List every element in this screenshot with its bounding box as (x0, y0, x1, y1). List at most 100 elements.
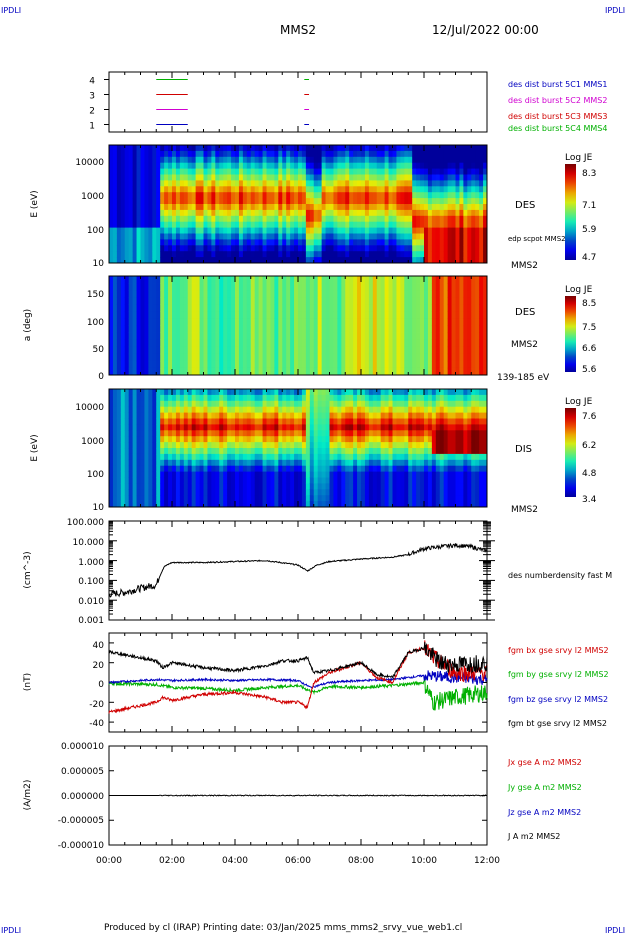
spectrogram-cell (112, 471, 118, 478)
spectrogram-cell (384, 150, 389, 158)
spectrogram-cell (380, 400, 386, 408)
spectrogram-cell (199, 489, 204, 496)
spectrogram-cell (455, 204, 460, 211)
spectrogram-cell (231, 318, 236, 326)
spectrogram-cell (364, 290, 370, 298)
spectrogram-cell (140, 367, 145, 376)
spectrogram-cell (144, 204, 149, 211)
spectrogram-cell (191, 442, 197, 449)
spectrogram-cell (431, 227, 437, 234)
spectrogram-cell (120, 257, 126, 264)
spectrogram-cell (203, 145, 208, 152)
spectrogram-cell (274, 318, 279, 326)
spectrogram-cell (309, 389, 315, 396)
spectrogram-cell (333, 283, 338, 291)
spectrogram-cell (333, 346, 338, 355)
spectrogram-cell (168, 227, 173, 234)
spectrogram-cell (168, 477, 173, 484)
spectrogram-cell (431, 283, 437, 291)
spectrogram-cell (116, 406, 122, 413)
spectrogram-cell (199, 360, 204, 369)
spectrogram-cell (144, 360, 149, 369)
spectrogram-cell (298, 477, 303, 484)
spectrogram-cell (215, 400, 220, 408)
spectrogram-cell (341, 150, 346, 158)
spectrogram-cell (250, 186, 256, 193)
spectrogram-cell (148, 471, 153, 478)
spectrogram-cell (298, 186, 303, 193)
spectrogram-cell (207, 209, 212, 217)
spectrogram-cell (132, 156, 137, 164)
spectrogram-cell (242, 325, 248, 333)
spectrogram-cell (380, 297, 386, 305)
spectrogram-cell (250, 400, 256, 408)
spectrogram-cell (290, 239, 295, 246)
spectrogram-cell (286, 311, 291, 319)
spectrogram-cell (431, 424, 437, 431)
spectrogram-cell (353, 145, 358, 152)
spectrogram-cell (357, 257, 362, 264)
spectrogram-cell (156, 251, 161, 258)
spectrogram-cell (254, 453, 260, 461)
spectrogram-cell (238, 186, 244, 193)
spectrogram-cell (152, 424, 157, 431)
spectrogram-cell (416, 221, 421, 228)
spectrogram-cell (109, 209, 114, 217)
spectrogram-cell (321, 221, 326, 228)
spectrogram-cell (443, 174, 449, 181)
spectrogram-cell (376, 430, 382, 437)
spectrogram-cell (109, 245, 114, 252)
spectrogram-cell (109, 227, 114, 234)
spectrogram-cell (471, 297, 476, 305)
spectrogram-cell (420, 442, 425, 449)
spectrogram-cell (357, 406, 362, 413)
spectrogram-cell (408, 239, 413, 246)
spectrogram-cell (301, 276, 307, 284)
spectrogram-cell (231, 412, 236, 419)
spectrogram-cell (262, 174, 267, 181)
spectrogram-cell (183, 430, 189, 437)
spectrogram-cell (396, 400, 401, 408)
spectrogram-cell (274, 251, 279, 258)
spectrogram-cell (128, 459, 134, 467)
spectrogram-cell (258, 233, 263, 240)
spectrogram-cell (431, 168, 437, 175)
spectrogram-cell (329, 180, 334, 187)
spectrogram-cell (459, 339, 464, 348)
spectrogram-cell (290, 276, 295, 284)
spectrogram-cell (404, 239, 409, 246)
spectrogram-cell (148, 389, 153, 396)
spectrogram-cell (266, 436, 271, 443)
spectrogram-cell (380, 304, 386, 312)
spectrogram-cell (443, 367, 449, 376)
spectrogram-cell (140, 318, 145, 326)
spectrogram-cell (294, 276, 299, 284)
spectrogram-cell (215, 430, 220, 437)
spectrogram-cell (372, 367, 378, 376)
spectrogram-cell (294, 156, 299, 164)
spectrogram-cell (396, 209, 401, 217)
spectrogram-cell (187, 221, 193, 228)
spectrogram-cell (168, 424, 173, 431)
spectrogram-cell (207, 332, 212, 341)
spectrogram-cell (124, 459, 130, 467)
spectrogram-cell (128, 389, 134, 396)
spectrogram-cell (152, 489, 157, 496)
spectrogram-cell (309, 367, 315, 376)
spectrogram-cell (317, 209, 323, 217)
plot-date: 12/Jul/2022 00:00 (432, 23, 539, 37)
spectrogram-cell (282, 367, 287, 376)
spectrogram-cell (282, 501, 287, 508)
spectrogram-cell (349, 162, 354, 169)
spectrogram-cell (195, 477, 200, 484)
spectrogram-cell (258, 245, 263, 252)
spectrogram-cell (274, 453, 279, 461)
spectrogram-cell (380, 198, 386, 205)
spectrogram-cell (187, 501, 193, 508)
spectrogram-cell (400, 318, 405, 326)
spectrogram-cell (207, 156, 212, 164)
spectrogram-cell (112, 453, 118, 461)
spectrogram-cell (132, 442, 137, 449)
spectrogram-cell (298, 442, 303, 449)
spectrogram-cell (396, 412, 401, 419)
